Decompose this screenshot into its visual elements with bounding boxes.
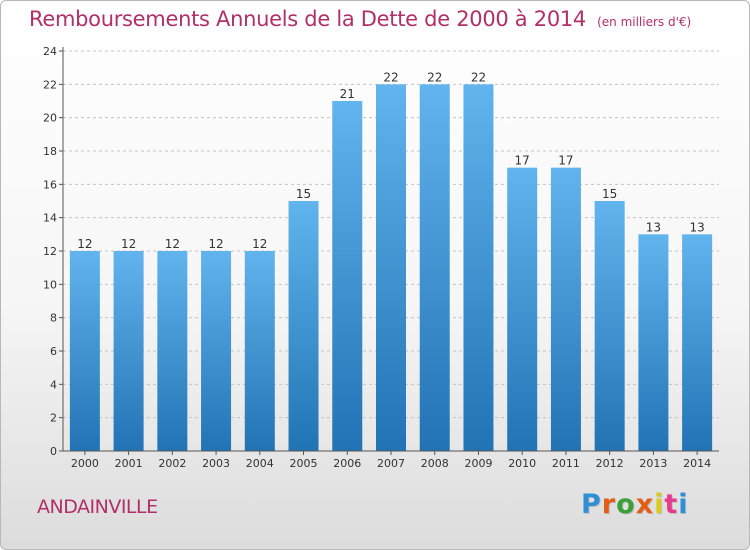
x-tick-label: 2005 [290, 457, 318, 470]
bars [69, 84, 713, 451]
logo-letter: x [635, 489, 655, 520]
x-tick-label: 2012 [596, 457, 624, 470]
value-label: 12 [165, 237, 180, 251]
bar-2007 [376, 84, 406, 451]
value-label: 12 [208, 237, 223, 251]
value-label: 12 [77, 237, 92, 251]
bar-2001 [113, 251, 144, 451]
value-label: 17 [558, 154, 573, 168]
bar-2010 [507, 167, 538, 451]
bar-2013 [638, 234, 669, 451]
value-label: 15 [296, 187, 311, 201]
y-tick-label: 12 [43, 245, 57, 258]
x-tick-label: 2014 [683, 457, 711, 470]
bar-2008 [419, 84, 450, 451]
value-label: 13 [646, 220, 661, 234]
y-tick-label: 22 [43, 78, 57, 91]
logo-letter: o [616, 489, 636, 520]
commune-name: ANDAINVILLE [37, 496, 158, 518]
x-tick-label: 2007 [377, 457, 405, 470]
value-label: 22 [383, 70, 398, 84]
value-label: 22 [427, 70, 442, 84]
x-tick-label: 2013 [639, 457, 667, 470]
x-tick-label: 2011 [552, 457, 580, 470]
x-tick-label: 2000 [71, 457, 99, 470]
y-tick-label: 20 [43, 112, 57, 125]
y-tick-label: 16 [43, 178, 57, 191]
bar-2002 [157, 251, 188, 451]
value-label: 13 [689, 220, 704, 234]
chart-title: Remboursements Annuels de la Dette de 20… [29, 7, 586, 31]
value-label: 12 [252, 237, 267, 251]
bar-2012 [594, 201, 625, 451]
y-tick-label: 2 [50, 412, 57, 425]
bar-2009 [463, 84, 494, 451]
y-tick-label: 6 [50, 345, 57, 358]
logo-letter: t [664, 489, 679, 520]
bar-2005 [288, 201, 319, 451]
x-tick-label: 2009 [464, 457, 492, 470]
y-tick-label: 0 [50, 445, 57, 458]
y-tick-label: 14 [43, 212, 57, 225]
bar-2014 [682, 234, 713, 451]
y-tick-label: 18 [43, 145, 57, 158]
proxiti-logo[interactable]: Proxiti [581, 489, 689, 520]
bar-2003 [201, 251, 232, 451]
y-tick-label: 10 [43, 278, 57, 291]
title-row: Remboursements Annuels de la Dette de 20… [29, 7, 691, 31]
y-tick-label: 4 [50, 378, 57, 391]
x-tick-label: 2003 [202, 457, 230, 470]
value-label: 21 [340, 87, 355, 101]
x-tick-label: 2001 [115, 457, 143, 470]
axes [59, 47, 719, 455]
x-tick-label: 2002 [158, 457, 186, 470]
logo-letter: i [678, 489, 689, 520]
y-tick-label: 8 [50, 312, 57, 325]
bar-2006 [332, 101, 363, 451]
x-tick-label: 2006 [333, 457, 361, 470]
x-tick-label: 2010 [508, 457, 536, 470]
bar-2004 [244, 251, 275, 451]
logo-letter: i [654, 489, 665, 520]
value-label: 15 [602, 187, 617, 201]
bar-2011 [550, 167, 581, 451]
x-tick-label: 2008 [421, 457, 449, 470]
value-label: 12 [121, 237, 136, 251]
labels: 0246810121416182022241220001220011220021… [43, 45, 711, 470]
value-label: 17 [515, 154, 530, 168]
logo-letter: P [581, 489, 602, 520]
bar-2000 [69, 251, 100, 451]
chart-subtitle: (en milliers d'€) [597, 15, 692, 29]
value-label: 22 [471, 70, 486, 84]
y-tick-label: 24 [43, 45, 57, 58]
x-tick-label: 2004 [246, 457, 274, 470]
logo-letter: r [601, 489, 617, 520]
